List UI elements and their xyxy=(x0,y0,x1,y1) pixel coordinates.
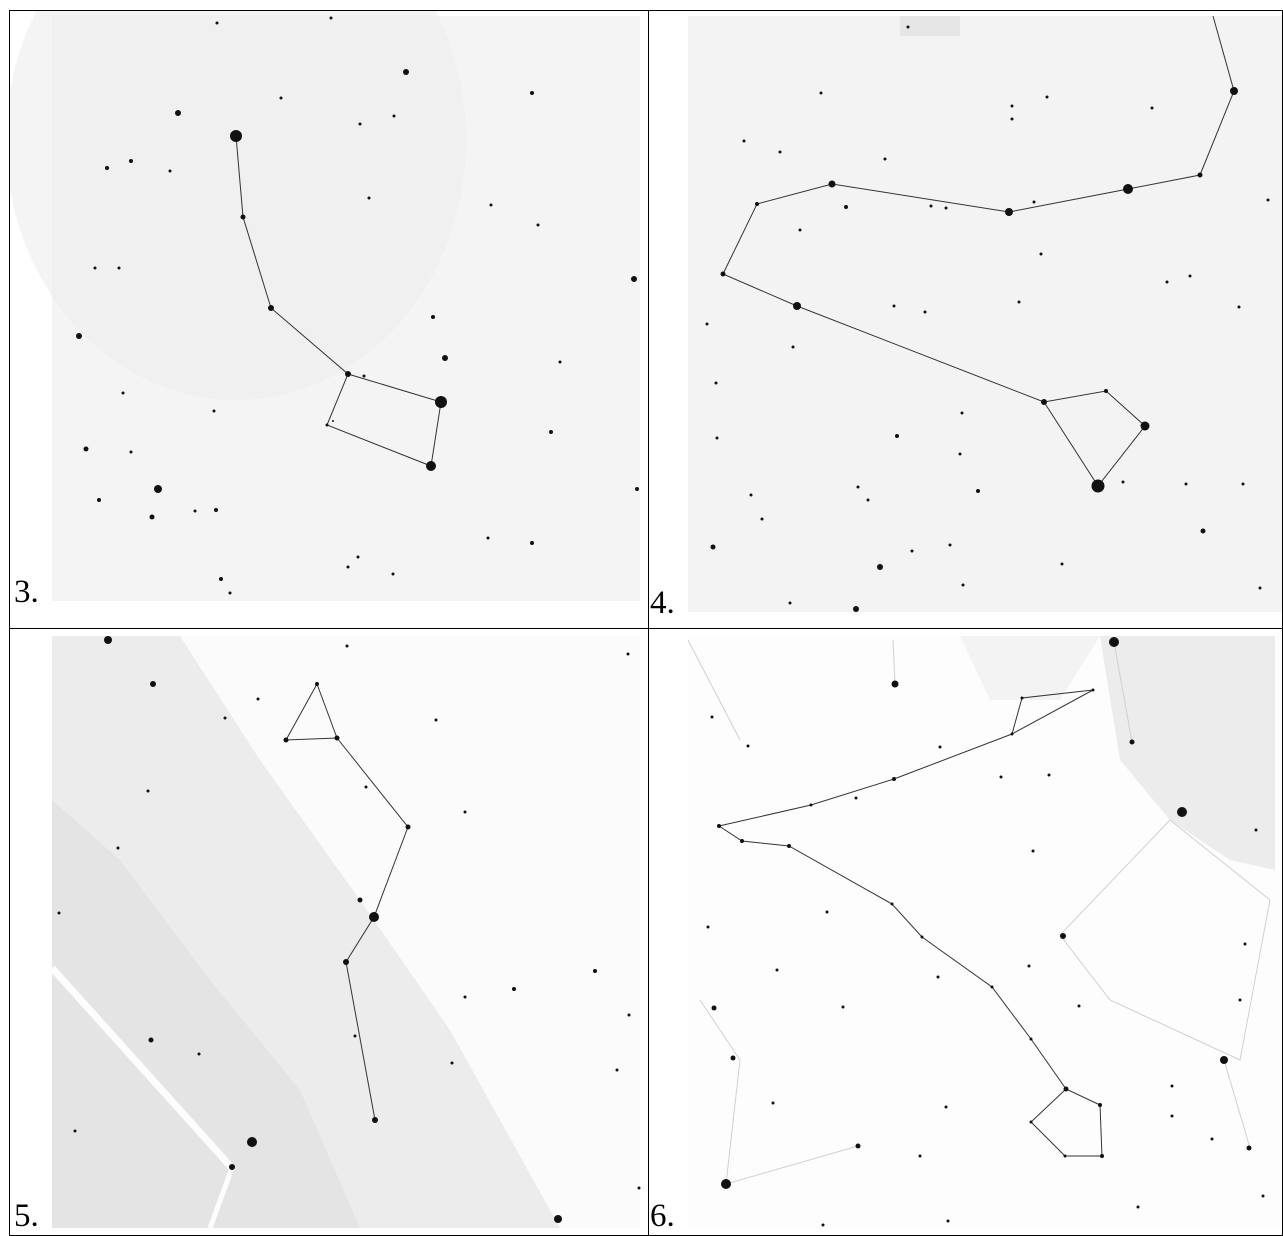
constellation-lines-4 xyxy=(722,15,1235,487)
panel-label-3: 3. xyxy=(14,574,39,610)
grid-divider-horizontal xyxy=(9,628,1283,629)
stars-6 xyxy=(706,637,1265,1227)
faint-outlines-6 xyxy=(687,639,1271,1185)
star-chart-6 xyxy=(687,636,1282,1228)
constellation-lines-3 xyxy=(235,135,442,467)
star-chart-4 xyxy=(688,15,1282,612)
stars-5 xyxy=(57,636,641,1223)
panel-4: 4. xyxy=(649,11,1282,628)
panel-6: 6. xyxy=(649,629,1282,1235)
panel-label-5: 5. xyxy=(14,1198,39,1234)
panel-label-4: 4. xyxy=(650,585,675,621)
star-chart-5 xyxy=(49,636,641,1229)
panel-label-6: 6. xyxy=(650,1198,675,1234)
panel-3: 3. xyxy=(10,11,648,628)
grid-divider-vertical xyxy=(648,10,649,1236)
stars-3 xyxy=(76,16,639,595)
constellation-lines-6 xyxy=(717,689,1103,1157)
panel-5: 5. xyxy=(10,629,648,1235)
stars-4 xyxy=(705,25,1270,612)
star-chart-3 xyxy=(10,11,640,601)
